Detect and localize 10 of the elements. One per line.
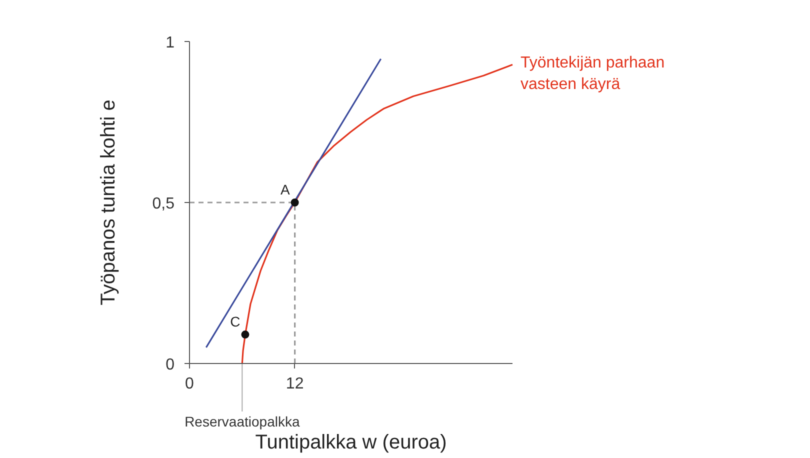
series-label: Työntekijän parhaan vasteen käyrä: [520, 54, 665, 93]
x-axis-title: Tuntipalkka w (euroa): [255, 432, 447, 454]
annotation: Reservaatiopalkka: [184, 414, 300, 430]
annotation: C: [230, 314, 240, 330]
y-axis-title: Työpanos tuntia kohti e: [97, 100, 120, 306]
x-tick-label: 12: [286, 376, 304, 392]
y-tick-label: 0: [166, 356, 175, 374]
y-tick-label: 0,5: [152, 196, 175, 212]
annotation: A: [280, 182, 290, 198]
y-tick-label: 1: [166, 34, 175, 52]
